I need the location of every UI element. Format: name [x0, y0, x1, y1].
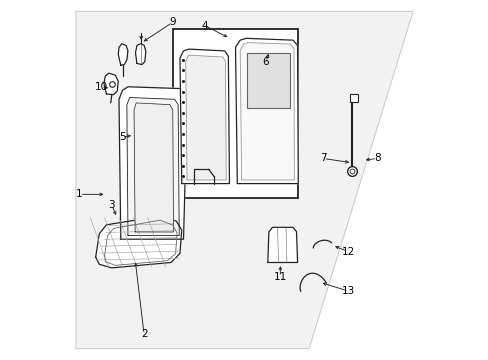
Text: 13: 13	[341, 286, 354, 296]
Text: 6: 6	[262, 57, 269, 67]
Bar	[172, 30, 298, 198]
Polygon shape	[126, 98, 179, 235]
Text: 3: 3	[108, 200, 115, 210]
Polygon shape	[240, 42, 294, 180]
Polygon shape	[104, 73, 118, 95]
Polygon shape	[267, 227, 297, 262]
Polygon shape	[134, 103, 173, 232]
Polygon shape	[76, 12, 412, 348]
Bar	[247, 53, 290, 108]
Text: 2: 2	[141, 329, 147, 339]
Polygon shape	[118, 44, 128, 65]
Text: 7: 7	[320, 153, 326, 163]
Text: 1: 1	[76, 189, 82, 199]
Polygon shape	[185, 55, 226, 180]
Text: 4: 4	[202, 21, 208, 31]
Polygon shape	[96, 216, 182, 268]
Text: 11: 11	[273, 272, 286, 282]
Polygon shape	[235, 39, 298, 184]
Text: 8: 8	[373, 153, 380, 163]
Polygon shape	[135, 44, 145, 64]
Text: 5: 5	[119, 132, 125, 142]
Text: 12: 12	[341, 247, 354, 257]
Polygon shape	[119, 87, 187, 239]
Text: 9: 9	[169, 17, 176, 27]
Text: 10: 10	[94, 82, 107, 92]
Polygon shape	[180, 49, 229, 184]
